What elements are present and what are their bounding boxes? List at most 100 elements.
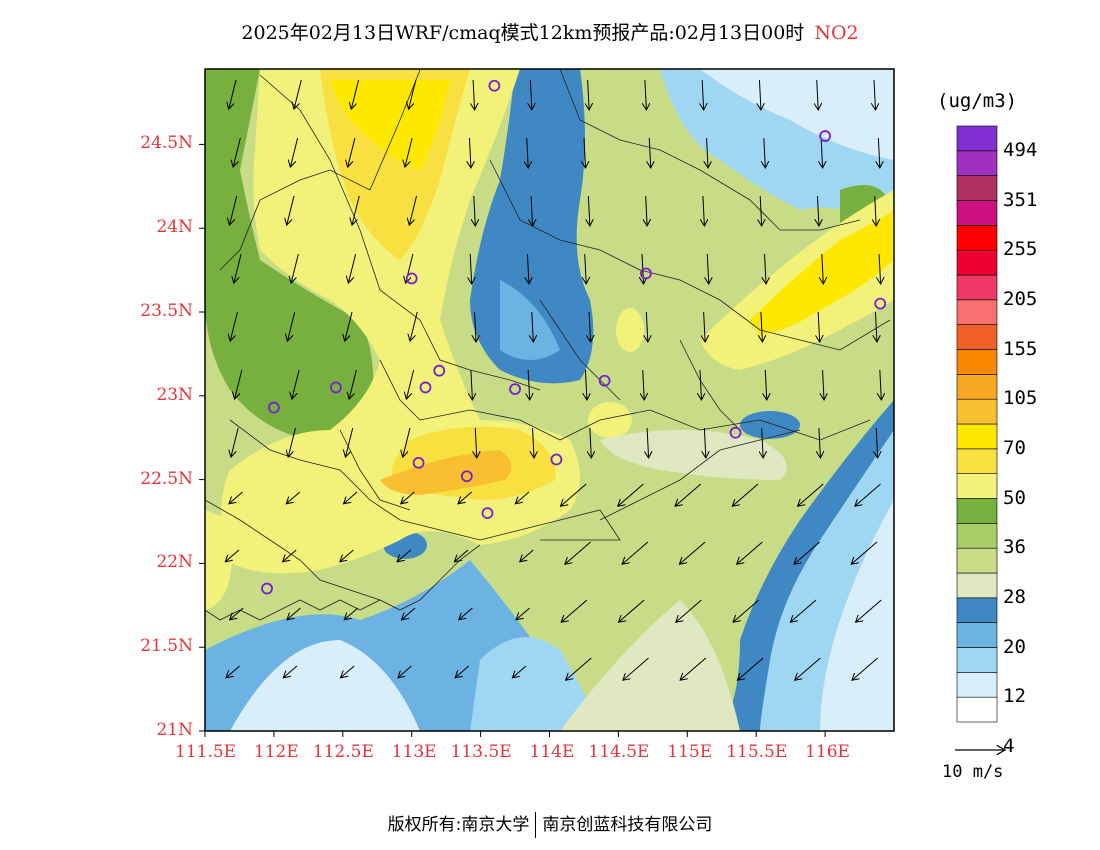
- wind-arrow: [233, 137, 241, 167]
- wind-arrow: [707, 253, 708, 284]
- wind-arrow: [403, 427, 411, 457]
- wind-arrow: [405, 137, 413, 167]
- wind-arrow: [397, 549, 412, 562]
- wind-arrow: [764, 137, 765, 168]
- wind-arrow: [473, 79, 474, 110]
- wind-arrow: [401, 491, 415, 504]
- wind-arrow: [225, 549, 240, 562]
- wind-arrow: [406, 369, 415, 399]
- colorbar-swatch: [956, 597, 998, 623]
- colorbar-swatch: [956, 125, 998, 152]
- copyright: 版权所有:南京大学 南京创蓝科技有限公司: [0, 810, 1100, 838]
- station-marker: [405, 272, 418, 285]
- wind-arrow: [530, 79, 531, 110]
- wind-arrow: [762, 427, 763, 458]
- station-marker: [433, 364, 446, 377]
- wind-arrow: [875, 311, 876, 342]
- colorbar-label: 36: [1003, 536, 1026, 559]
- lat-tick-label: 22N: [156, 552, 193, 573]
- wind-arrow: [703, 195, 704, 226]
- wind-arrow: [645, 79, 646, 110]
- wind-arrow: [817, 79, 818, 110]
- wind-arrow: [623, 657, 649, 680]
- copyright-left: 版权所有:南京大学: [387, 815, 530, 835]
- colorbar-label: 255: [1003, 238, 1038, 261]
- station-marker: [640, 267, 652, 280]
- wind-arrow: [675, 483, 702, 506]
- lat-tick-label: 23.5N: [140, 301, 193, 321]
- wind-arrow: [855, 483, 881, 506]
- wind-arrow: [852, 657, 878, 680]
- wind-arrow: [622, 541, 649, 564]
- wind-arrow: [584, 137, 585, 168]
- wind-arrow: [229, 491, 243, 504]
- wind-arrow: [874, 79, 875, 110]
- wind-arrow: [875, 195, 876, 226]
- wind-arrow: [235, 369, 243, 399]
- colorbar-swatch: [956, 274, 998, 301]
- wind-arrow: [795, 657, 821, 680]
- wind-arrow: [287, 607, 301, 620]
- wind-arrow: [676, 599, 702, 622]
- wind-arrow: [588, 79, 589, 110]
- wind-arrow: [349, 369, 357, 399]
- wind-arrow: [585, 253, 586, 284]
- colorbar-swatch: [956, 647, 998, 673]
- wind-arrow: [790, 599, 817, 622]
- wind-arrow: [459, 607, 473, 620]
- station-marker: [267, 401, 280, 414]
- wind-arrow: [351, 79, 360, 109]
- wind-arrow: [876, 427, 877, 458]
- colorbar-swatch: [956, 622, 998, 648]
- lon-tick-label: 115.5E: [726, 742, 788, 762]
- colorbar-label: 12: [1003, 685, 1026, 708]
- colorbar-swatch: [956, 498, 998, 524]
- wind-arrow: [798, 483, 824, 506]
- wind-arrow: [401, 607, 416, 620]
- colorbar-label: 105: [1003, 387, 1038, 410]
- station-marker: [874, 297, 887, 310]
- lat-tick-label: 23N: [156, 384, 193, 405]
- wind-arrow: [646, 311, 647, 342]
- lon-tick-label: 112E: [253, 742, 299, 762]
- colorbar-swatch: [956, 249, 998, 276]
- wind-arrow: [590, 427, 591, 458]
- wind-arrow: [410, 311, 418, 341]
- wind-arrow: [733, 599, 760, 622]
- no2-concentration-map: [199, 68, 1100, 800]
- wind-arrow: [520, 549, 534, 562]
- station-marker: [550, 453, 563, 466]
- wind-arrow: [286, 491, 301, 504]
- wind-arrow: [819, 427, 820, 458]
- wind-arrow: [340, 549, 354, 562]
- wind-arrow: [765, 253, 766, 284]
- wind-arrow: [588, 195, 589, 226]
- wind-arrow: [458, 491, 472, 504]
- wind-arrow: [470, 253, 471, 284]
- wind-arrow: [794, 541, 820, 564]
- wind-arrow: [345, 311, 353, 341]
- wind-arrow: [704, 427, 705, 458]
- wind-arrow: [817, 195, 818, 226]
- wind-arrow: [707, 137, 708, 168]
- station-marker: [509, 383, 521, 396]
- wind-arrow: [231, 427, 239, 457]
- station-marker: [419, 381, 432, 394]
- lat-tick-label: 24.5N: [140, 133, 193, 154]
- wind-arrow: [821, 137, 822, 168]
- station-marker: [729, 426, 742, 439]
- station-marker: [460, 470, 473, 483]
- lon-tick-label: 114E: [529, 742, 575, 762]
- wind-arrow: [352, 195, 360, 225]
- wind-arrow: [761, 311, 762, 342]
- copyright-right: 南京创蓝科技有限公司: [542, 815, 713, 835]
- concentration-field: [205, 69, 894, 731]
- colorbar-swatch: [956, 523, 998, 549]
- colorbar-swatch: [956, 349, 998, 375]
- wind-arrow: [818, 311, 819, 342]
- title-text: 2025年02月13日WRF/cmaq模式12km预报产品:02月13日00时: [241, 22, 805, 44]
- station-marker: [481, 507, 494, 520]
- wind-arrow: [455, 665, 470, 678]
- colorbar-swatch: [956, 374, 998, 400]
- colorbar-unit: (ug/m3): [937, 90, 1018, 112]
